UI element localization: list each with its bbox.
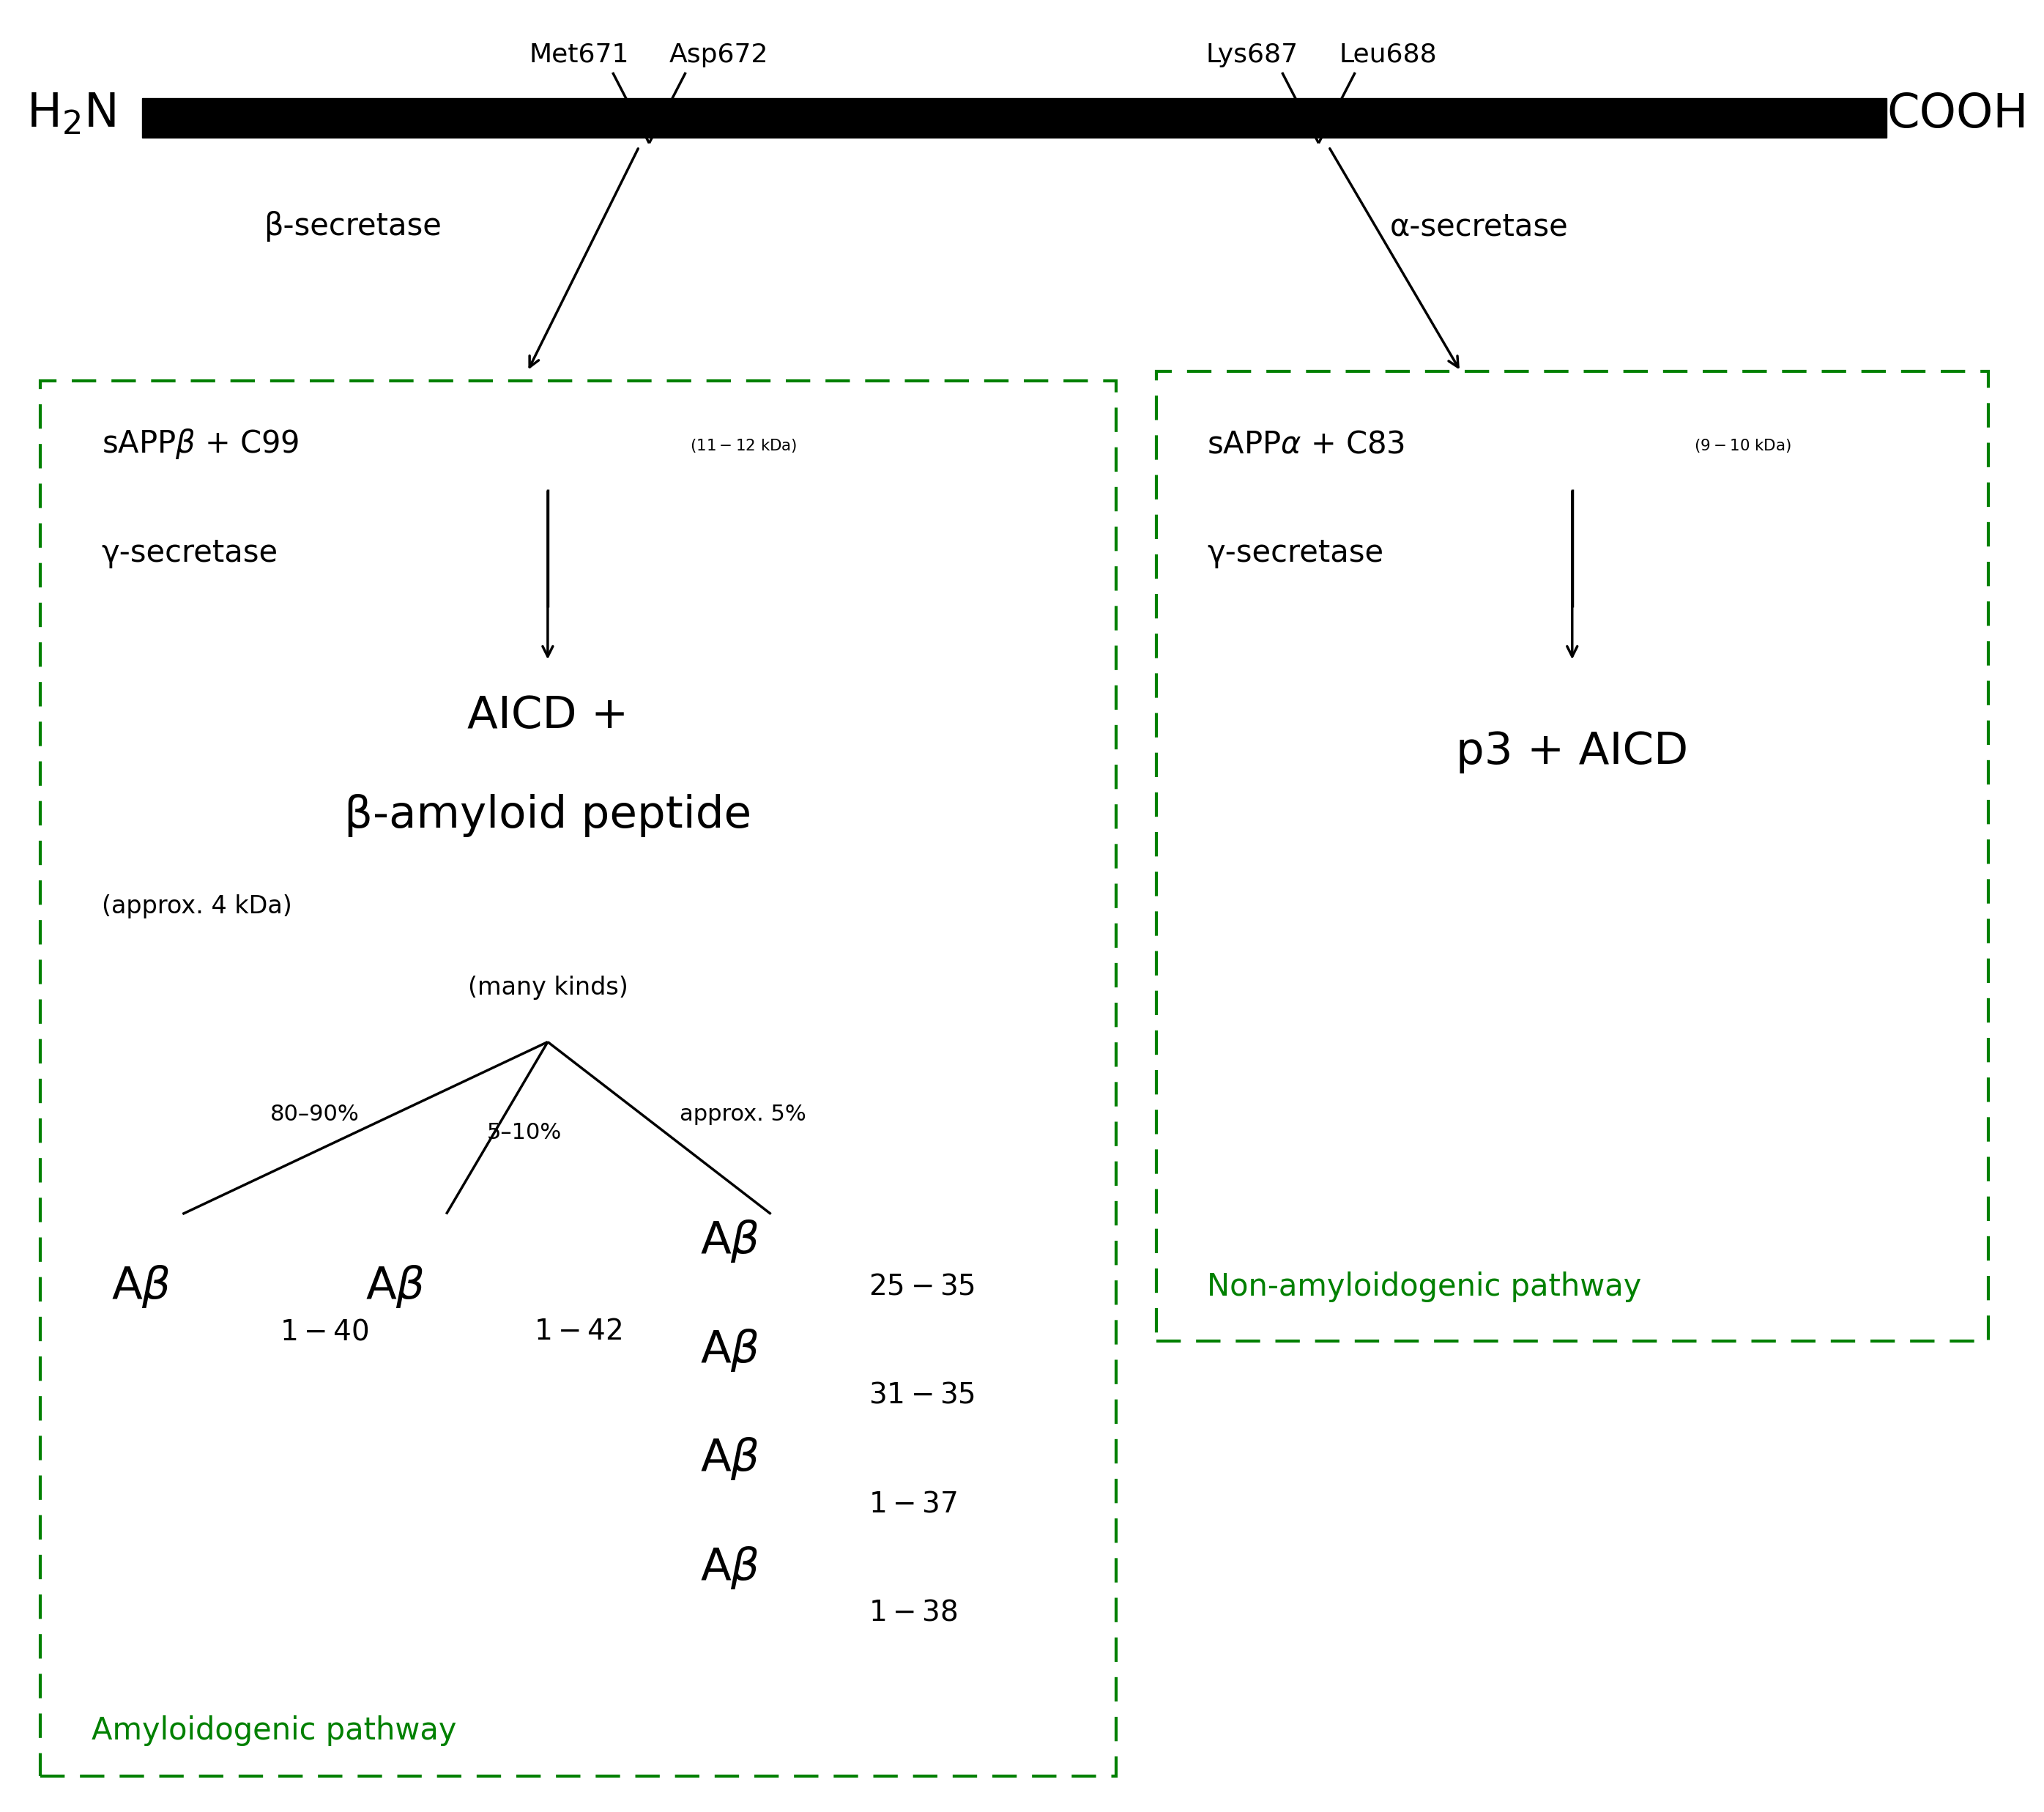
Text: $\mathregular{1-38}$: $\mathregular{1-38}$ <box>869 1598 957 1627</box>
Text: γ-secretase: γ-secretase <box>1208 538 1384 567</box>
Text: (many kinds): (many kinds) <box>468 975 628 1000</box>
Text: 80–90%: 80–90% <box>270 1104 360 1125</box>
Text: AICD +: AICD + <box>468 694 628 737</box>
Text: COOH: COOH <box>1887 91 2028 138</box>
Text: Lys687: Lys687 <box>1206 42 1298 67</box>
Text: sAPP$\beta$ + C99: sAPP$\beta$ + C99 <box>102 428 298 460</box>
Bar <box>1157 371 1989 1341</box>
Text: Asp672: Asp672 <box>670 42 769 67</box>
Text: $\mathregular{31-35}$: $\mathregular{31-35}$ <box>869 1381 975 1410</box>
Text: (approx. 4 kDa): (approx. 4 kDa) <box>102 893 292 919</box>
Text: p3 + AICD: p3 + AICD <box>1455 730 1688 774</box>
Text: A$\beta$: A$\beta$ <box>112 1263 172 1310</box>
Text: $_{(11-12\ \mathrm{kDa})}$: $_{(11-12\ \mathrm{kDa})}$ <box>689 433 797 455</box>
Text: α-secretase: α-secretase <box>1390 212 1568 241</box>
Text: $_{(9-10\ \mathrm{kDa})}$: $_{(9-10\ \mathrm{kDa})}$ <box>1694 433 1791 455</box>
Text: $\mathregular{1-37}$: $\mathregular{1-37}$ <box>869 1489 957 1518</box>
Text: $\mathregular{25-35}$: $\mathregular{25-35}$ <box>869 1272 975 1301</box>
Text: Leu688: Leu688 <box>1339 42 1437 67</box>
Text: β-secretase: β-secretase <box>264 212 442 241</box>
Bar <box>141 98 1887 138</box>
Text: A$\beta$: A$\beta$ <box>699 1218 758 1265</box>
Text: Met671: Met671 <box>529 42 630 67</box>
Text: $\mathregular{1-42}$: $\mathregular{1-42}$ <box>533 1317 621 1346</box>
Bar <box>41 381 1116 1776</box>
Text: sAPP$\alpha$ + C83: sAPP$\alpha$ + C83 <box>1208 429 1404 458</box>
Text: γ-secretase: γ-secretase <box>102 538 278 567</box>
Text: H$_2$N: H$_2$N <box>27 91 117 138</box>
Text: A$\beta$: A$\beta$ <box>366 1263 425 1310</box>
Text: $\mathregular{1-40}$: $\mathregular{1-40}$ <box>280 1317 368 1346</box>
Text: A$\beta$: A$\beta$ <box>699 1544 758 1591</box>
Text: β-amyloid peptide: β-amyloid peptide <box>343 794 752 837</box>
Text: Amyloidogenic pathway: Amyloidogenic pathway <box>92 1716 456 1745</box>
Text: 5–10%: 5–10% <box>486 1122 562 1143</box>
Text: approx. 5%: approx. 5% <box>679 1104 805 1125</box>
Text: A$\beta$: A$\beta$ <box>699 1435 758 1482</box>
Text: Non-amyloidogenic pathway: Non-amyloidogenic pathway <box>1208 1272 1641 1301</box>
Text: A$\beta$: A$\beta$ <box>699 1326 758 1373</box>
